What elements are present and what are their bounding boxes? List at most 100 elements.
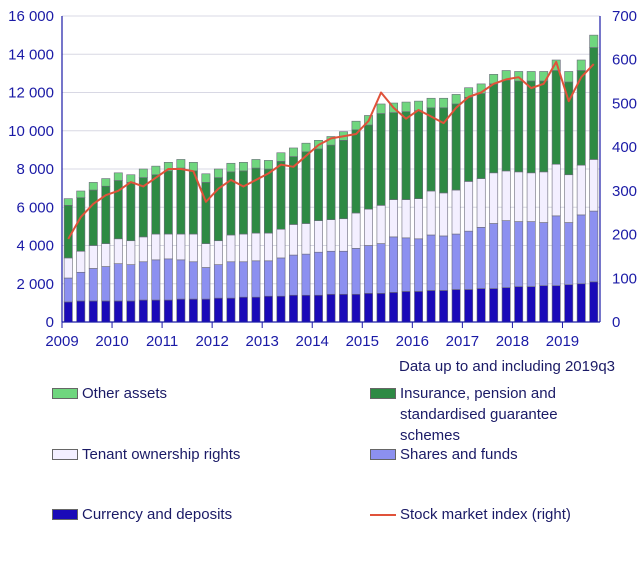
bar-2012q1-s4	[213, 168, 223, 178]
bar-2016q4-s0	[451, 289, 461, 323]
bar-2009q3-s3	[88, 189, 98, 246]
x-tick-label: 2017	[446, 333, 479, 350]
bar-2014q2-s0	[326, 293, 336, 323]
bar-2018q3-s2	[539, 171, 549, 223]
bar-2015q2-s4	[376, 103, 386, 114]
y-left-tick-label: 4 000	[16, 238, 54, 255]
bar-2012q3-s1	[238, 261, 248, 298]
bar-2010q4-s0	[151, 299, 161, 323]
bar-2017q4-s0	[501, 287, 511, 323]
bar-2012q2-s0	[226, 297, 236, 323]
bar-2014q1-s2	[314, 220, 323, 253]
bar-2018q1-s0	[514, 286, 524, 323]
y-left-tick-label: 12 000	[8, 85, 54, 102]
bar-2018q2-s4	[526, 71, 536, 82]
bar-2010q3-s1	[138, 261, 148, 301]
bar-2017q4-s1	[501, 220, 511, 288]
x-tick-label: 2019	[546, 333, 579, 350]
bar-2016q4-s2	[451, 189, 461, 235]
bar-2019q1-s1	[564, 222, 574, 286]
bar-2017q4-s2	[501, 170, 511, 221]
bar-2017q1-s2	[464, 181, 474, 232]
x-tick-label: 2014	[296, 333, 329, 350]
tick-labels: 0 2 000 4 000 6 000 8 000 10 000 12 000 14 000 1…	[8, 8, 637, 350]
bar-2015q4-s2	[401, 199, 411, 239]
bar-2010q2-s0	[126, 300, 136, 323]
x-tick-label: 2018	[496, 333, 529, 350]
bar-2016q1-s2	[414, 198, 424, 240]
bar-2016q1-s0	[414, 291, 424, 323]
bar-2011q2-s2	[176, 233, 186, 261]
bar-2009q4-s4	[101, 178, 111, 187]
bar-2018q4-s2	[551, 163, 561, 217]
bar-2019q3-s1	[589, 210, 599, 283]
x-tick-label: 2009	[45, 333, 78, 350]
legend-label-insurance-1: Insurance, pension and	[400, 385, 556, 402]
bar-2017q2-s0	[476, 288, 486, 323]
bar-2017q4-s3	[501, 79, 511, 172]
legend-swatch-currency	[52, 509, 78, 520]
legend-label-stock: Stock market index (right)	[400, 506, 571, 523]
bar-2013q4-s0	[301, 294, 311, 323]
bar-2009q1-s1	[63, 277, 73, 303]
bar-2018q3-s3	[539, 80, 549, 173]
bar-2011q3-s4	[188, 162, 198, 172]
bar-2014q4-s3	[351, 129, 361, 214]
bar-2016q2-s1	[426, 234, 436, 291]
bar-2018q4-s1	[551, 215, 561, 286]
bar-2011q1-s0	[163, 299, 173, 323]
bar-2015q4-s3	[401, 111, 411, 200]
stock-index-line-group	[67, 60, 595, 240]
bar-2011q2-s1	[176, 259, 186, 300]
bar-2014q2-s2	[326, 219, 336, 252]
bar-2014q2-s1	[326, 250, 336, 295]
bar-2018q2-s1	[526, 221, 536, 287]
bar-2013q1-s4	[264, 160, 273, 170]
y-right-tick-label: 100	[612, 270, 637, 287]
bar-2013q2-s2	[276, 228, 286, 259]
bar-2013q1-s0	[264, 295, 273, 323]
bar-2018q4-s3	[551, 70, 561, 165]
bar-2012q3-s2	[238, 233, 248, 263]
bar-2010q1-s0	[113, 300, 123, 323]
y-left-tick-label: 8 000	[16, 161, 54, 178]
bar-2011q4-s1	[201, 267, 211, 300]
bar-2011q4-s3	[201, 182, 211, 244]
bar-2009q4-s2	[101, 243, 111, 267]
y-right-tick-label: 300	[612, 183, 637, 200]
bar-2015q1-s1	[364, 245, 373, 294]
legend-swatch-other-assets	[52, 388, 78, 399]
y-left-tick-label: 6 000	[16, 199, 54, 216]
bar-2017q1-s1	[464, 230, 474, 290]
bar-2018q4-s0	[551, 285, 561, 323]
bar-2015q3-s0	[389, 292, 398, 323]
bar-2010q3-s4	[138, 168, 148, 178]
bar-2017q2-s2	[476, 178, 486, 228]
bar-2013q4-s1	[301, 253, 311, 296]
bar-2011q3-s0	[188, 298, 198, 323]
x-tick-label: 2011	[146, 333, 178, 350]
y-right-tick-label: 500	[612, 95, 637, 112]
bar-2015q1-s3	[364, 124, 373, 210]
bar-2013q2-s4	[276, 152, 286, 162]
bar-2010q1-s2	[113, 238, 123, 264]
bar-2013q3-s1	[289, 254, 298, 296]
bar-2012q1-s2	[213, 240, 223, 265]
bar-2014q1-s3	[314, 148, 323, 221]
axes	[61, 16, 601, 328]
bar-2010q1-s1	[113, 263, 123, 302]
bar-2017q1-s0	[464, 289, 474, 323]
bar-2013q3-s2	[289, 224, 298, 256]
y-right-tick-label: 400	[612, 139, 637, 156]
bar-2010q3-s2	[138, 236, 148, 263]
x-tick-label: 2010	[95, 333, 128, 350]
bar-2016q4-s3	[451, 103, 461, 191]
bar-2009q1-s2	[63, 257, 73, 279]
bar-2012q3-s3	[238, 170, 248, 235]
bar-2011q3-s1	[188, 261, 198, 300]
bar-2009q4-s1	[101, 266, 111, 302]
bar-2019q2-s0	[576, 283, 586, 323]
y-right-tick-label: 600	[612, 52, 637, 69]
bar-2009q4-s0	[101, 300, 111, 323]
bar-2015q3-s2	[389, 199, 398, 238]
